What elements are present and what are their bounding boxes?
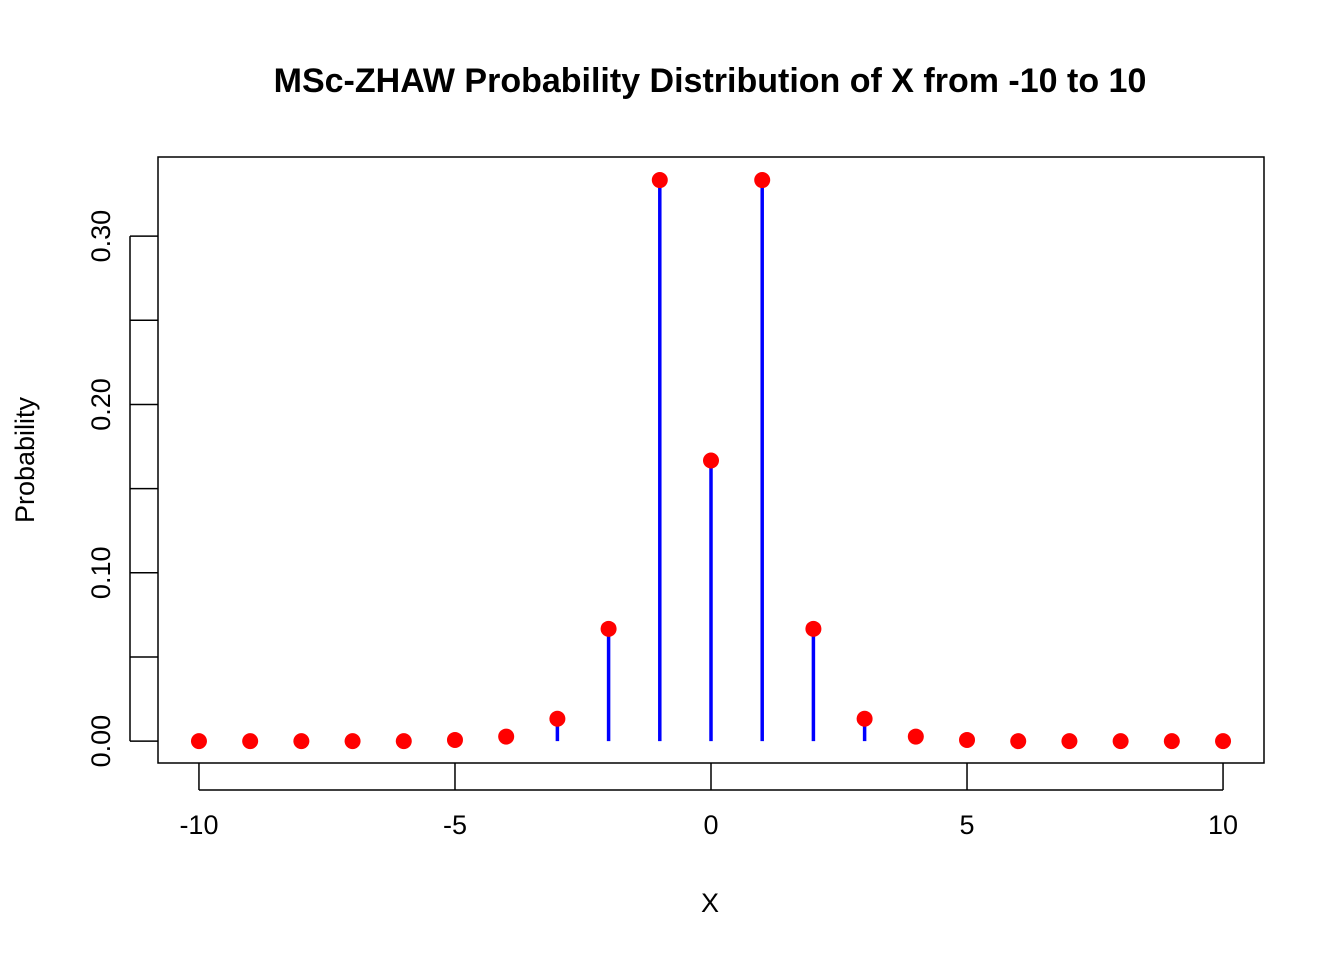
x-tick-label: -5 bbox=[443, 810, 467, 840]
data-point bbox=[1010, 733, 1027, 750]
data-point bbox=[498, 728, 515, 745]
data-point bbox=[395, 733, 412, 750]
data-point bbox=[856, 710, 873, 727]
data-point bbox=[959, 731, 976, 748]
points bbox=[190, 172, 1232, 750]
data-point bbox=[190, 733, 207, 750]
data-point bbox=[1061, 733, 1078, 750]
y-tick-label: 0.30 bbox=[86, 210, 116, 263]
chart-title: MSc-ZHAW Probability Distribution of X f… bbox=[274, 62, 1147, 100]
data-point bbox=[242, 733, 259, 750]
x-axis: -10 -5 0 5 10 bbox=[179, 763, 1238, 840]
data-point bbox=[805, 620, 822, 637]
data-point bbox=[446, 731, 463, 748]
data-point bbox=[344, 733, 361, 750]
y-axis: 0.00 0.10 0.20 0.30 bbox=[86, 210, 158, 768]
x-tick-label: 0 bbox=[703, 810, 718, 840]
data-point bbox=[703, 452, 719, 469]
data-point bbox=[1112, 733, 1129, 750]
stems bbox=[453, 180, 969, 742]
data-point bbox=[1215, 733, 1232, 750]
y-axis-label: Probability bbox=[10, 396, 40, 523]
data-point bbox=[549, 710, 566, 727]
data-point bbox=[293, 733, 310, 750]
x-axis-label: X bbox=[701, 888, 719, 918]
data-point bbox=[1163, 733, 1180, 750]
x-tick-label: 10 bbox=[1208, 810, 1238, 840]
data-point bbox=[754, 172, 771, 189]
y-tick-label: 0.10 bbox=[86, 547, 116, 600]
x-tick-label: 5 bbox=[960, 810, 975, 840]
data-point bbox=[907, 728, 924, 745]
data-point bbox=[600, 620, 617, 637]
data-point bbox=[651, 172, 668, 189]
y-tick-label: 0.00 bbox=[86, 715, 116, 768]
x-tick-label: -10 bbox=[179, 810, 218, 840]
y-tick-label: 0.20 bbox=[86, 378, 116, 431]
